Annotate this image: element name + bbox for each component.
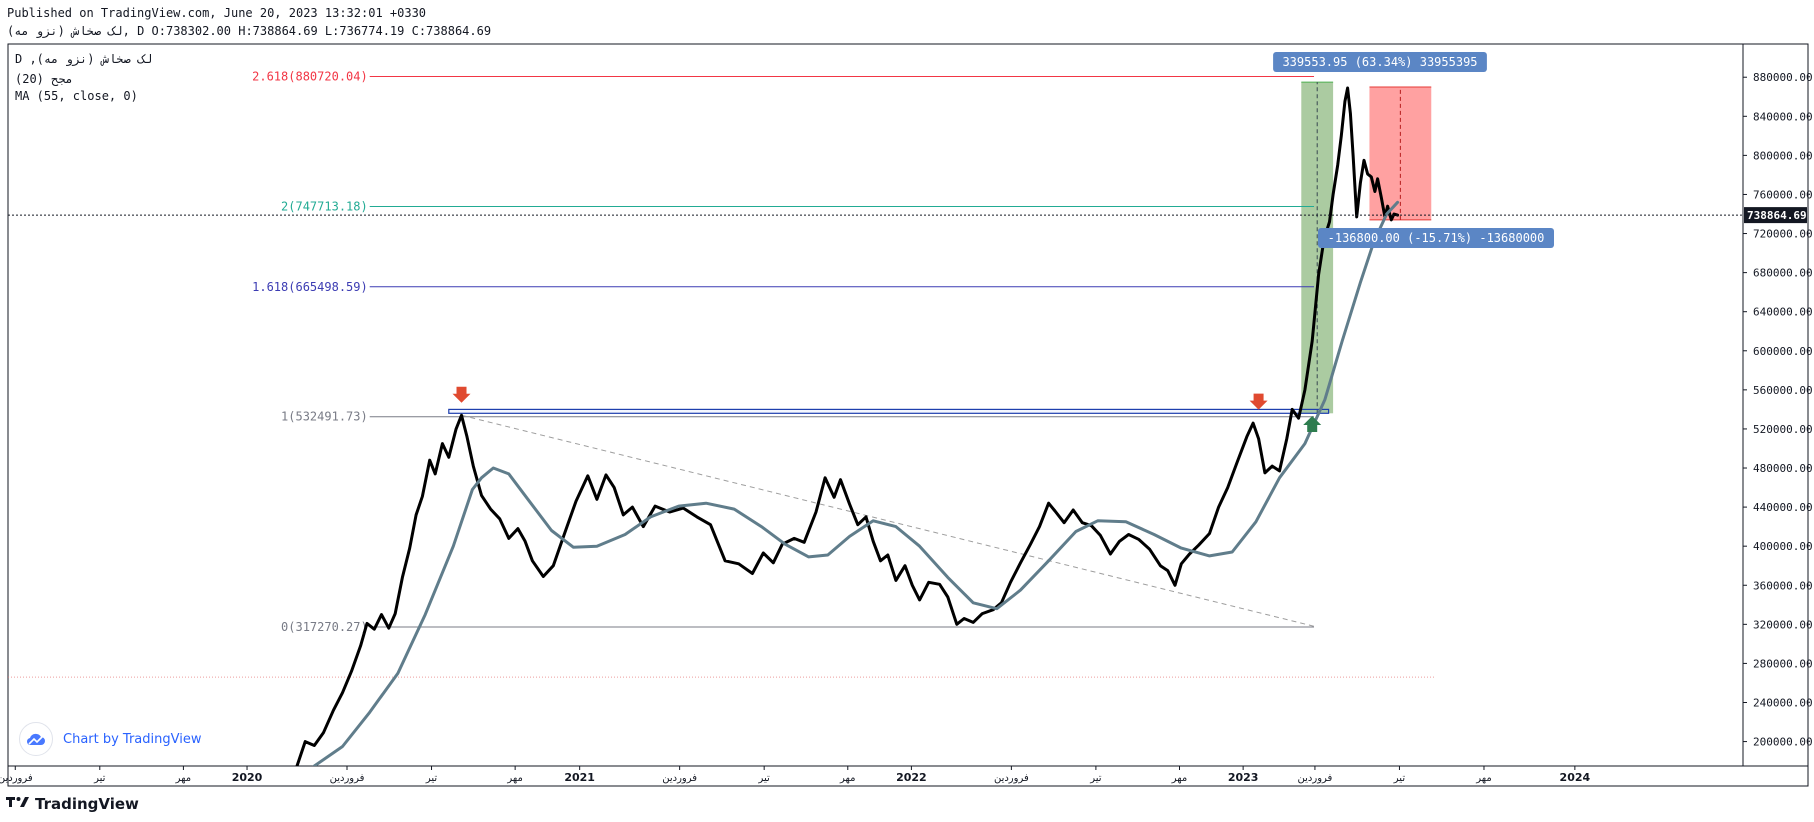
footer-brand[interactable]: TradingView (6, 795, 139, 813)
long-position-badge-bg (1273, 52, 1487, 72)
y-tick-label-1: 240000.00 (1753, 696, 1813, 709)
arrow-up-icon-2[interactable] (1303, 416, 1322, 433)
y-tick-label-8: 520000.00 (1753, 423, 1813, 436)
y-tick-label-3: 320000.00 (1753, 618, 1813, 631)
y-tick-label-12: 680000.00 (1753, 267, 1813, 280)
legend-ma[interactable]: MA (55, close, 0) (15, 89, 138, 103)
trendline[interactable] (461, 414, 1315, 627)
fib-level-label-3: 1(532491.73) (281, 410, 368, 424)
tradingview-watermark[interactable]: Chart by TradingView (19, 722, 201, 756)
x-tick-label-16: فروردین (1298, 773, 1333, 784)
y-tick-label-0: 200000.00 (1753, 736, 1813, 749)
y-tick-label-15: 800000.00 (1753, 149, 1813, 162)
watermark-text: Chart by TradingView (63, 731, 202, 747)
fib-level-label-1: 2(747713.18) (281, 199, 368, 213)
tradingview-logo-icon (6, 796, 30, 812)
y-tick-label-16: 840000.00 (1753, 110, 1813, 123)
arrow-down-icon-0[interactable] (452, 386, 471, 403)
legend-volume[interactable]: (20) مجح (15, 72, 73, 86)
x-tick-label-8: فروردین (662, 773, 697, 784)
y-tick-label-7: 480000.00 (1753, 462, 1813, 475)
arrow-down-icon-1[interactable] (1249, 393, 1268, 410)
footer-brand-text: TradingView (35, 795, 139, 813)
y-tick-label-6: 440000.00 (1753, 501, 1813, 514)
x-tick-label-17: تیر (1393, 773, 1406, 784)
plot-frame (7, 43, 1744, 767)
x-tick-label-18: مهر (1475, 773, 1491, 784)
x-tick-label-12: فروردین (994, 773, 1029, 784)
ohlc-header: (نزو مه) لک صخاش, D O:738302.00 H:738864… (7, 24, 492, 38)
cloud-icon (19, 722, 53, 756)
y-tick-label-14: 760000.00 (1753, 188, 1813, 201)
long-position-badge-text: 339553.95 (63.34%) 33955395 (1282, 55, 1477, 69)
legend-symbol[interactable]: D ,(نزو مه) لک صخاش (15, 52, 153, 66)
x-tick-label-13: تیر (1089, 773, 1102, 784)
y-tick-label-11: 640000.00 (1753, 306, 1813, 319)
x-tick-label-10: مهر (839, 773, 855, 784)
x-tick-label-6: مهر (506, 773, 522, 784)
x-tick-label-15: 2023 (1228, 771, 1259, 784)
x-tick-label-3: 2020 (232, 771, 263, 784)
short-position-badge[interactable]: -136800.00 (-15.71%) -13680000 (1318, 228, 1554, 248)
y-tick-label-9: 560000.00 (1753, 384, 1813, 397)
resistance-zone[interactable] (448, 408, 1330, 414)
fib-level-label-2: 1.618(665498.59) (252, 280, 368, 294)
x-tick-label-9: تیر (758, 773, 771, 784)
x-tick-label-4: فروردین (330, 773, 365, 784)
y-tick-label-13: 720000.00 (1753, 228, 1813, 241)
last-price-label-bg (1744, 207, 1807, 224)
x-tick-label-11: 2022 (896, 771, 927, 784)
y-tick-label-17: 880000.00 (1753, 71, 1813, 84)
short-position-badge-bg (1318, 228, 1554, 248)
x-tick-label-0: فروردین (0, 773, 33, 784)
x-tick-label-1: تیر (93, 773, 106, 784)
x-tick-label-5: تیر (425, 773, 438, 784)
y-tick-label-5: 400000.00 (1753, 540, 1813, 553)
ma-line[interactable] (312, 200, 1400, 766)
fib-level-label-4: 0(317270.27) (281, 620, 368, 634)
y-tick-label-2: 280000.00 (1753, 657, 1813, 670)
published-header: Published on TradingView.com, June 20, 2… (7, 6, 427, 20)
time-axis-frame (7, 765, 1809, 787)
last-price-label: 738864.69 (1747, 209, 1807, 222)
price-line[interactable] (295, 86, 1400, 766)
x-tick-label-19: 2024 (1560, 771, 1591, 784)
x-tick-label-2: مهر (175, 773, 191, 784)
plot-area[interactable]: 2.618(880720.04) 2(747713.18) 1.618(665498… (8, 70, 1436, 766)
fib-level-label-0: 2.618(880720.04) (252, 70, 368, 84)
short-position-badge-text: -136800.00 (-15.71%) -13680000 (1328, 231, 1545, 245)
long-position-badge[interactable]: 339553.95 (63.34%) 33955395 (1273, 52, 1487, 72)
y-tick-label-10: 600000.00 (1753, 345, 1813, 358)
x-tick-label-14: مهر (1171, 773, 1187, 784)
y-tick-label-4: 360000.00 (1753, 579, 1813, 592)
x-tick-label-7: 2021 (564, 771, 595, 784)
